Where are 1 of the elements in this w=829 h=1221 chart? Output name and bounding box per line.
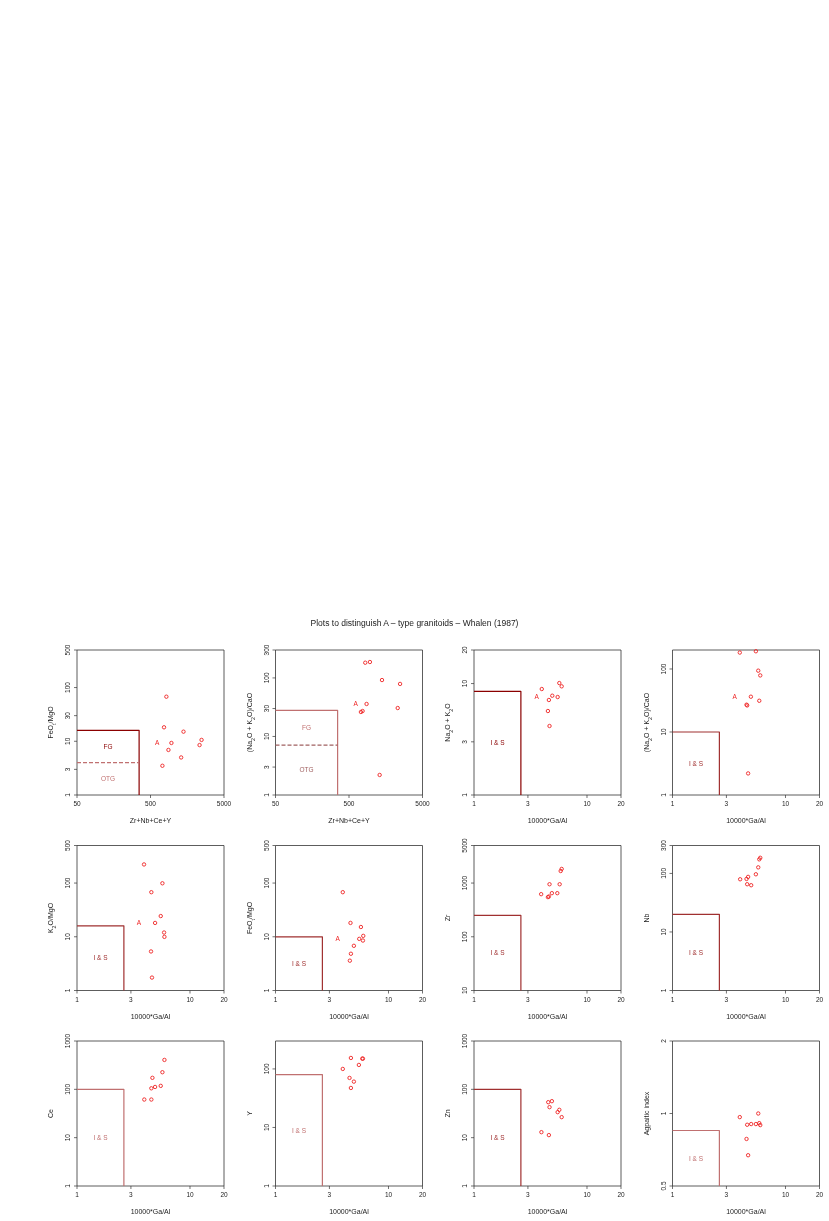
chart-title: Plots to distinguish A – type granitoids – Whalen (1987) — [310, 618, 519, 628]
